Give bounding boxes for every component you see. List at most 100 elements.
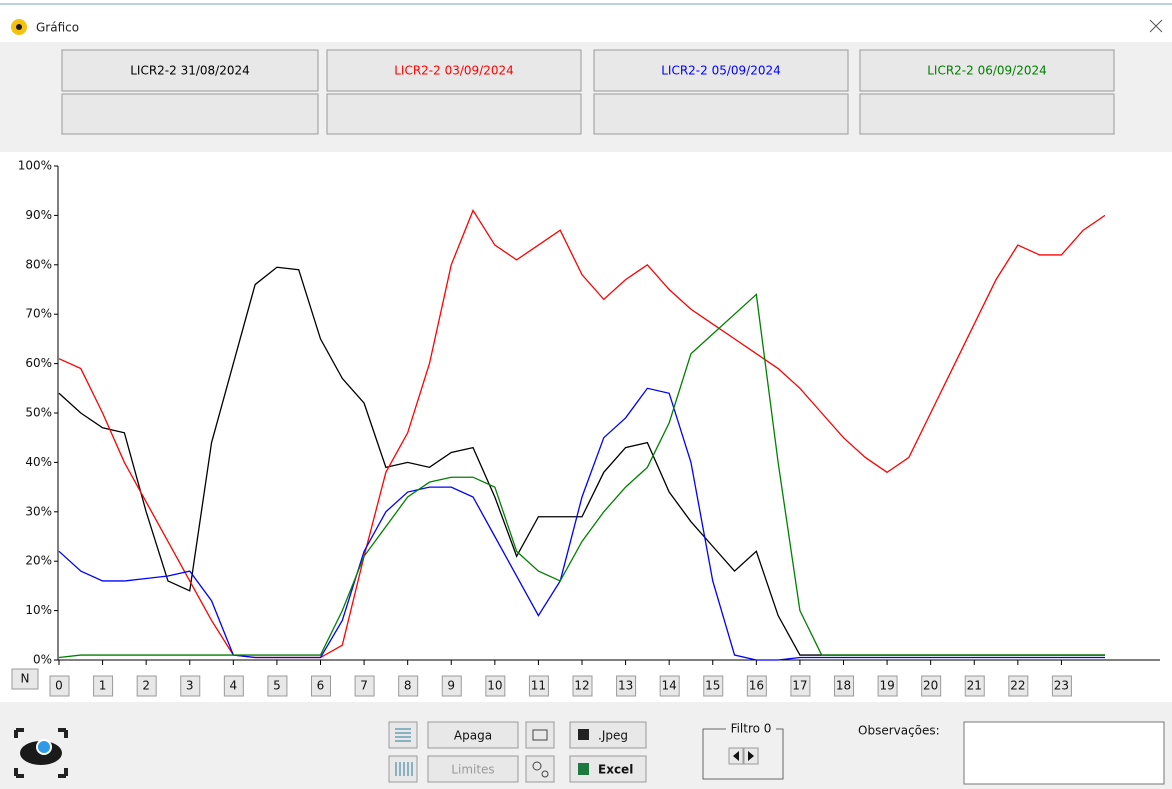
y-tick-label: 80%: [25, 257, 52, 271]
series-line: [58, 293, 1105, 659]
window-title: Gráfico: [36, 21, 79, 35]
y-tick-label: 100%: [18, 159, 52, 173]
filtro-label-bg: [726, 722, 776, 736]
x-tick-label: 4: [230, 679, 238, 693]
y-tick-label: 0%: [33, 653, 52, 667]
x-tick-label: 9: [447, 679, 455, 693]
hour-button[interactable]: [1051, 675, 1072, 697]
y-tick-label: 90%: [25, 208, 52, 222]
logo-pupil: [36, 739, 52, 755]
chart-panel: [0, 152, 1172, 702]
hour-button[interactable]: [877, 675, 898, 697]
x-tick-label: 21: [967, 679, 982, 693]
hour-button[interactable]: [746, 675, 767, 697]
y-tick-label: 10%: [25, 603, 52, 617]
gear-icon: [532, 761, 542, 771]
x-tick-label: 0: [55, 679, 63, 693]
n-label: N: [21, 672, 30, 686]
series-button-empty[interactable]: [859, 93, 1115, 135]
x-tick-label: 15: [705, 679, 720, 693]
hour-button[interactable]: [834, 675, 854, 697]
hour-button[interactable]: [49, 675, 70, 697]
hour-button[interactable]: [398, 675, 419, 697]
right-arrow: [748, 751, 754, 761]
excel-icon: [578, 763, 589, 775]
cols-button[interactable]: [388, 755, 418, 783]
apaga-label: Apaga: [454, 729, 492, 743]
series-button-empty[interactable]: [593, 93, 849, 135]
x-tick-label: 6: [317, 679, 325, 693]
limites-label: Limites: [451, 763, 494, 777]
series-button-empty[interactable]: [61, 93, 319, 135]
series-name: LICR2-2 31/08/2024: [130, 64, 250, 78]
x-tick-label: 1: [99, 679, 107, 693]
series-button[interactable]: [326, 49, 582, 92]
series-button[interactable]: [859, 49, 1115, 92]
title-bar: [0, 0, 1172, 42]
x-tick-label: 3: [186, 679, 194, 693]
n-button[interactable]: [11, 668, 39, 690]
hour-button[interactable]: [136, 675, 157, 697]
hour-button[interactable]: [703, 675, 724, 697]
plot: 0%10%20%30%40%50%60%70%80%90%100%0 1 2 3 4 5 6…: [18, 159, 1160, 697]
series-buttons: LICR2-2 31/08/2024 LICR2-2 03/09/2024 LICR…: [61, 49, 1115, 135]
x-tick-label: 7: [360, 679, 368, 693]
rows-icon: [395, 728, 411, 742]
y-tick-label: 20%: [25, 554, 52, 568]
series-button[interactable]: [61, 49, 319, 92]
close-button[interactable]: [1149, 19, 1163, 33]
hour-button[interactable]: [1008, 675, 1029, 697]
y-tick-label: 50%: [25, 406, 52, 420]
filtro-label: Filtro 0: [731, 722, 772, 736]
x-tick-label: 10: [487, 679, 502, 693]
hour-button[interactable]: [921, 675, 942, 697]
x-tick-label: 8: [404, 679, 412, 693]
print-button[interactable]: [525, 721, 555, 749]
apaga-button[interactable]: [427, 721, 519, 749]
hour-button[interactable]: [659, 675, 680, 697]
x-tick-label: 22: [1010, 679, 1025, 693]
y-tick-label: 30%: [25, 504, 52, 518]
rows-button[interactable]: [388, 721, 418, 749]
app-icon-eye: [16, 24, 22, 30]
observacoes-label: Observações:: [858, 724, 940, 738]
x-tick-label: 14: [662, 679, 677, 693]
hour-button[interactable]: [311, 675, 331, 697]
hour-button[interactable]: [964, 675, 985, 697]
series-name: LICR2-2 05/09/2024: [661, 64, 781, 78]
y-tick-label: 40%: [25, 455, 52, 469]
limites-button[interactable]: [427, 755, 519, 783]
jpeg-label: .Jpeg: [598, 729, 628, 743]
x-tick-label: 20: [923, 679, 938, 693]
x-tick-label: 16: [749, 679, 764, 693]
hour-button[interactable]: [93, 675, 114, 697]
hour-button[interactable]: [485, 675, 506, 697]
cols-icon: [395, 762, 413, 776]
hour-button[interactable]: [616, 675, 637, 697]
series-button[interactable]: [593, 49, 849, 92]
series-name: LICR2-2 03/09/2024: [394, 64, 514, 78]
x-tick-label: 12: [574, 679, 589, 693]
hour-button[interactable]: [528, 675, 549, 697]
gear-icon-small: [541, 770, 549, 778]
x-tick-label: 11: [531, 679, 546, 693]
hour-button[interactable]: [354, 675, 375, 697]
x-tick-label: 13: [618, 679, 633, 693]
hour-button[interactable]: [180, 675, 201, 697]
series-button-empty[interactable]: [326, 93, 582, 135]
y-tick-label: 70%: [25, 307, 52, 321]
hour-button[interactable]: [441, 675, 462, 697]
x-tick-label: 2: [142, 679, 150, 693]
observacoes-box[interactable]: [963, 721, 1165, 785]
hour-button[interactable]: [790, 675, 811, 697]
print-icon: [532, 729, 548, 741]
hour-button[interactable]: [223, 675, 244, 697]
hour-button[interactable]: [572, 675, 593, 697]
x-tick-label: 17: [792, 679, 807, 693]
hour-button[interactable]: [267, 675, 288, 697]
save-icon: [578, 729, 589, 740]
x-tick-label: 23: [1054, 679, 1069, 693]
